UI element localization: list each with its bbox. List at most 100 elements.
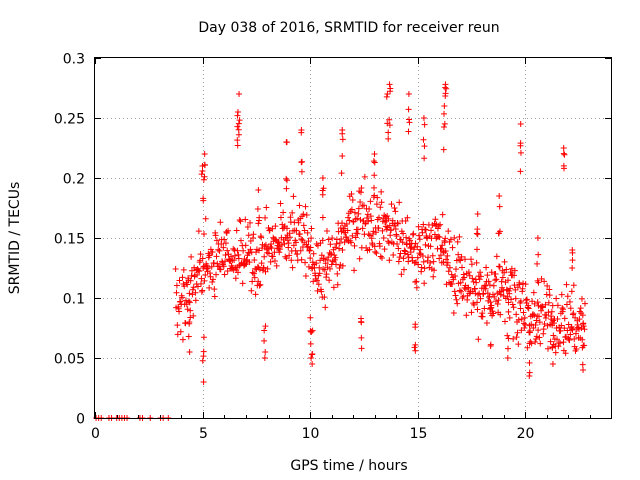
data-point: [568, 288, 575, 295]
data-point: [411, 344, 418, 351]
data-point: [487, 305, 494, 312]
data-point: [385, 135, 392, 142]
data-point: [554, 302, 561, 309]
data-point: [272, 223, 279, 230]
data-point: [280, 209, 287, 216]
data-point: [560, 306, 567, 313]
data-point: [240, 247, 247, 254]
data-point: [389, 217, 396, 224]
data-point: [384, 91, 391, 97]
data-point: [262, 349, 269, 356]
data-point: [493, 253, 500, 260]
data-point: [199, 168, 206, 175]
data-point: [474, 299, 481, 306]
data-point: [242, 216, 249, 223]
data-point: [233, 227, 240, 234]
data-point: [504, 332, 511, 339]
data-point: [458, 288, 465, 295]
y-tick-label: 0.05: [54, 352, 85, 368]
data-point: [298, 168, 305, 175]
data-point: [411, 259, 418, 266]
data-point: [422, 226, 429, 233]
data-point: [404, 251, 411, 258]
data-point: [487, 299, 494, 306]
data-point: [307, 340, 314, 347]
data-point: [381, 246, 388, 253]
data-point: [580, 342, 587, 349]
data-point: [298, 159, 305, 166]
data-point: [326, 265, 333, 272]
data-point: [222, 240, 229, 247]
data-point: [515, 341, 522, 348]
data-point: [220, 263, 227, 270]
data-point: [277, 214, 284, 221]
data-point: [345, 214, 352, 221]
data-point: [313, 260, 320, 267]
data-point: [190, 284, 197, 291]
data-point: [415, 261, 422, 268]
data-point: [325, 236, 332, 243]
data-point: [557, 340, 564, 347]
data-point: [230, 245, 237, 252]
data-point: [314, 242, 321, 249]
data-point: [498, 284, 505, 291]
data-point: [385, 215, 392, 222]
data-point: [267, 258, 274, 265]
data-point: [231, 256, 238, 263]
data-point: [421, 121, 428, 128]
data-point: [569, 257, 576, 264]
data-point: [349, 197, 356, 204]
data-point: [330, 284, 337, 291]
data-point: [561, 151, 568, 158]
data-points: [93, 81, 588, 421]
data-point: [319, 214, 326, 221]
data-point: [517, 305, 524, 312]
data-point: [530, 289, 537, 296]
data-point: [206, 284, 213, 291]
data-point: [495, 263, 502, 270]
data-point: [296, 202, 303, 209]
data-point: [482, 285, 489, 292]
data-point: [471, 301, 478, 308]
data-point: [232, 275, 239, 282]
data-point: [186, 290, 193, 297]
data-point: [325, 254, 332, 261]
data-point: [244, 258, 251, 265]
data-point: [488, 269, 495, 276]
data-point: [526, 359, 533, 366]
data-point: [420, 221, 427, 228]
data-point: [201, 151, 208, 157]
data-point: [569, 249, 576, 256]
data-point: [486, 306, 493, 313]
data-point: [384, 213, 391, 220]
data-point: [309, 361, 316, 367]
data-point: [343, 221, 350, 228]
data-point: [172, 266, 179, 273]
data-point: [491, 293, 498, 300]
data-point: [513, 311, 520, 318]
data-point: [484, 290, 491, 297]
data-point: [197, 280, 204, 287]
data-point: [239, 280, 246, 287]
data-point: [547, 338, 554, 345]
data-point: [421, 143, 428, 150]
chart-title: Day 038 of 2016, SRMTID for receiver reu…: [198, 20, 499, 36]
data-point: [278, 241, 285, 248]
data-point: [459, 264, 466, 271]
data-point: [208, 263, 215, 270]
data-point: [367, 198, 374, 205]
data-point: [366, 246, 373, 253]
data-point: [422, 241, 429, 248]
data-point: [256, 247, 263, 254]
data-point: [535, 251, 542, 258]
data-point: [292, 247, 299, 254]
data-point: [538, 275, 545, 282]
data-point: [237, 218, 244, 225]
data-point: [307, 244, 314, 251]
data-point: [442, 84, 449, 91]
data-point: [222, 251, 229, 258]
data-point: [560, 145, 567, 151]
data-point: [558, 322, 565, 329]
data-point: [329, 235, 336, 242]
data-point: [544, 282, 551, 289]
